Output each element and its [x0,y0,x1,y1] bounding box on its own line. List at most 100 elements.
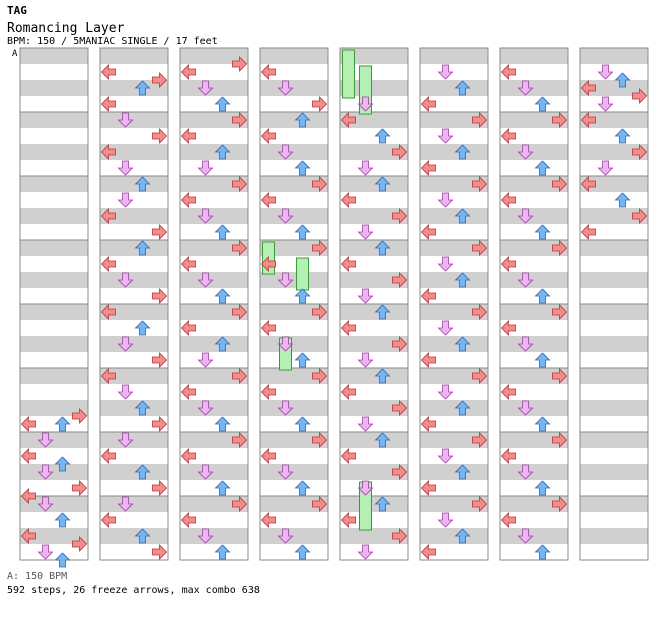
step-arrow-up [454,528,471,544]
step-arrow-up [294,480,311,496]
step-arrow-left [340,256,356,272]
step-arrow-left [180,256,196,272]
step-arrow-up [54,456,71,472]
step-arrow-left [500,192,516,208]
step-arrow-left [180,384,196,400]
step-arrow-left [260,384,276,400]
step-arrow-right [392,144,408,160]
step-arrow-down [357,480,374,496]
beat-stripe [420,80,488,96]
beat-stripe [180,176,248,192]
beat-stripe [580,400,648,416]
beat-stripe [180,464,248,480]
beat-stripe [260,208,328,224]
beat-stripe [180,80,248,96]
step-arrow-down [517,336,534,352]
beat-stripe [180,368,248,384]
step-arrow-down [277,528,294,544]
beat-stripe [500,80,568,96]
step-arrow-down [437,320,454,336]
step-arrow-left [100,304,116,320]
step-arrow-left [420,480,436,496]
step-arrow-up [454,208,471,224]
step-arrow-up [294,288,311,304]
freeze-arrow [296,257,309,291]
beat-stripe [500,272,568,288]
step-arrow-right [232,496,248,512]
step-arrow-left [100,368,116,384]
step-arrow-up [134,80,151,96]
step-arrow-left [100,512,116,528]
step-arrow-left [580,176,596,192]
beat-stripe [180,304,248,320]
step-arrow-up [614,192,631,208]
beat-stripe [500,176,568,192]
step-arrow-down [197,272,214,288]
beat-stripe [420,48,488,64]
step-arrow-down [517,528,534,544]
step-arrow-right [392,400,408,416]
step-arrow-left [500,256,516,272]
beat-stripe [580,304,648,320]
beat-stripe [100,208,168,224]
beat-stripe [340,496,408,512]
beat-stripe [100,48,168,64]
step-arrow-down [117,496,134,512]
step-arrow-down [117,160,134,176]
beat-stripe [340,464,408,480]
step-arrow-up [294,352,311,368]
beat-stripe [20,48,88,64]
step-arrow-down [117,192,134,208]
step-arrow-down [277,400,294,416]
step-arrow-up [54,416,71,432]
beat-stripe [260,240,328,256]
beat-stripe [500,48,568,64]
step-arrow-down [517,464,534,480]
beat-stripe [580,208,648,224]
step-arrow-left [20,448,36,464]
step-arrow-up [374,496,391,512]
beat-stripe [500,368,568,384]
step-arrow-up [454,144,471,160]
step-arrow-left [500,384,516,400]
step-arrow-up [294,416,311,432]
step-arrow-down [197,80,214,96]
step-arrow-right [552,496,568,512]
column-border [99,47,169,561]
site-tag: TAG [7,4,27,17]
step-arrow-left [580,224,596,240]
step-arrow-up [134,240,151,256]
bpm-marker-label: A [12,49,18,59]
step-arrow-left [420,96,436,112]
step-arrow-down [197,352,214,368]
column-border [179,47,249,561]
beat-stripe [20,464,88,480]
step-arrow-up [134,464,151,480]
step-arrow-left [420,160,436,176]
step-arrow-up [374,304,391,320]
beat-stripe [20,432,88,448]
step-arrow-right [472,432,488,448]
step-arrow-right [392,272,408,288]
beat-stripe [340,48,408,64]
chart-info: BPM: 150 / 5MANIAC SINGLE / 17 feet [7,36,218,47]
column-border [19,47,89,561]
beat-stripe [100,240,168,256]
step-arrow-down [277,272,294,288]
step-arrow-right [312,240,328,256]
beat-stripe [260,368,328,384]
step-arrow-up [534,288,551,304]
bpm-legend: A: 150 BPM [7,571,68,582]
beat-stripe [500,336,568,352]
step-arrow-down [437,64,454,80]
step-arrow-up [534,160,551,176]
step-arrow-left [260,320,276,336]
beat-stripe [420,368,488,384]
step-arrow-left [340,112,356,128]
step-arrow-down [517,208,534,224]
step-arrow-down [37,432,54,448]
step-arrow-down [437,192,454,208]
beat-stripe [340,368,408,384]
step-arrow-down [277,464,294,480]
step-arrow-up [134,176,151,192]
